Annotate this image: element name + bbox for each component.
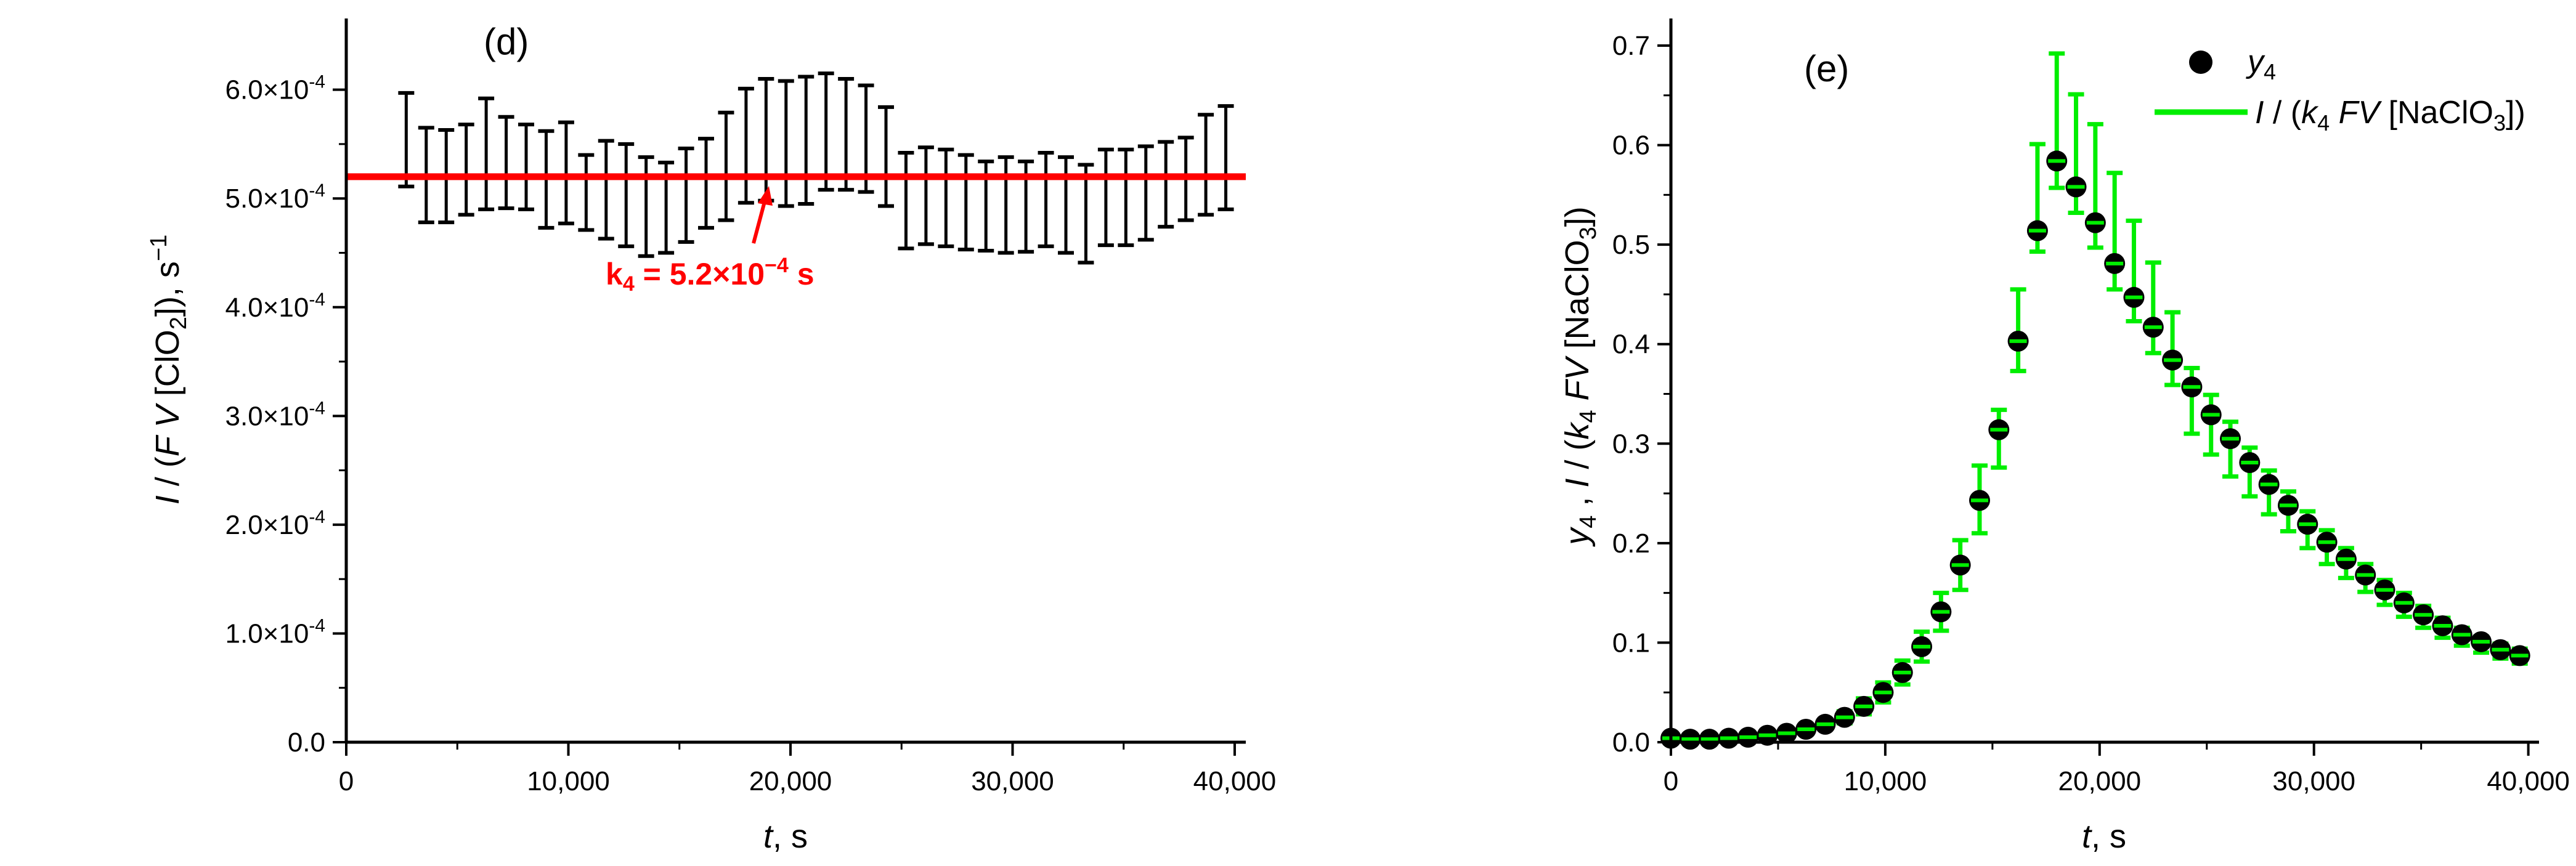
chart-e-x-tick-label: 40,000: [2487, 766, 2570, 796]
chart-d-annotation-text: k4 = 5.2×10−4 s: [606, 254, 815, 296]
chart-e-x-axis-label: t, s: [2082, 818, 2126, 855]
legend-label-y4: y4: [2246, 44, 2276, 84]
chart-d-y-tick-label: 3.0×10-4: [226, 398, 326, 431]
chart-d-x-axis-label: t, s: [763, 818, 808, 855]
chart-panel-d: 0 10,000 20,000 30,000 40,000 0.0 1.0×10-4 2.0…: [146, 18, 1276, 855]
chart-e-y-tick-label: 0.4: [1612, 330, 1650, 360]
chart-e-x-tick-label: 30,000: [2272, 766, 2355, 796]
chart-d-x-tick-label: 20,000: [749, 766, 832, 796]
chart-d-x-tick-label: 30,000: [971, 766, 1054, 796]
chart-e-y-tick-label: 0.0: [1612, 727, 1650, 758]
chart-e-x-ticks: 0 10,000 20,000 30,000 40,000: [1664, 742, 2570, 796]
chart-e-x-tick-label: 20,000: [2058, 766, 2142, 796]
chart-d-y-tick-label: 6.0×10-4: [226, 72, 326, 105]
chart-e-y-tick-label: 0.3: [1612, 429, 1650, 459]
chart-d-x-tick-label: 40,000: [1193, 766, 1277, 796]
chart-e-plot-area: [1660, 51, 2530, 750]
chart-panel-e: 0 10,000 20,000 30,000 40,000 0.00.10.20.30.…: [1559, 18, 2570, 855]
legend-label-ratio: I / (k4 FV [NaClO3]): [2255, 95, 2525, 136]
chart-e-legend: y4 I / (k4 FV [NaClO3]): [2155, 44, 2525, 136]
chart-d-annotation: k4 = 5.2×10−4 s: [606, 186, 815, 296]
chart-d-x-tick-label: 0: [339, 766, 354, 796]
chart-e-panel-label: (e): [1804, 48, 1849, 89]
chart-e-x-tick-label: 0: [1664, 766, 1678, 796]
chart-d-annotation-arrow-head: [758, 186, 773, 206]
chart-d-x-tick-label: 10,000: [527, 766, 610, 796]
chart-e-y-tick-label: 0.2: [1612, 528, 1650, 559]
chart-d-y-tick-label: 0.0: [288, 727, 325, 758]
chart-d-plot-area: [346, 71, 1246, 265]
chart-d-y-tick-label: 1.0×10-4: [226, 615, 326, 649]
chart-e-y-tick-label: 0.5: [1612, 230, 1650, 260]
legend-marker-y4: [2189, 51, 2212, 74]
chart-d-panel-label: (d): [484, 21, 529, 62]
chart-e-y-tick-label: 0.6: [1612, 131, 1650, 161]
chart-e-y-axis-label: y4 , I / (k4 FV [NaClO3]): [1559, 206, 1601, 548]
chart-d-annotation-arrow-shaft: [752, 196, 768, 244]
chart-d-axes: [344, 18, 1246, 744]
chart-d-y-tick-label: 4.0×10-4: [226, 289, 326, 323]
chart-e-axes: [1669, 18, 2539, 744]
chart-e-x-tick-label: 10,000: [1844, 766, 1927, 796]
chart-d-x-ticks: 0 10,000 20,000 30,000 40,000: [339, 742, 1277, 796]
chart-d-y-axis-label: I / (F V [ClO2]), s−1: [146, 235, 192, 505]
chart-d-y-ticks: 0.0 1.0×10-4 2.0×10-4 3.0×10-4 4.0×10-4 5.0×1…: [226, 72, 346, 758]
chart-d-y-tick-label: 2.0×10-4: [226, 507, 326, 540]
chart-e-y-ticks: 0.0 0.1 0.2 0.3 0.4 0.5 0.6 0.7: [1612, 31, 1671, 758]
chart-e-y-tick-label: 0.7: [1612, 31, 1650, 61]
chart-e-y-tick-label: 0.1: [1612, 628, 1650, 658]
chart-d-y-tick-label: 5.0×10-4: [226, 180, 326, 214]
